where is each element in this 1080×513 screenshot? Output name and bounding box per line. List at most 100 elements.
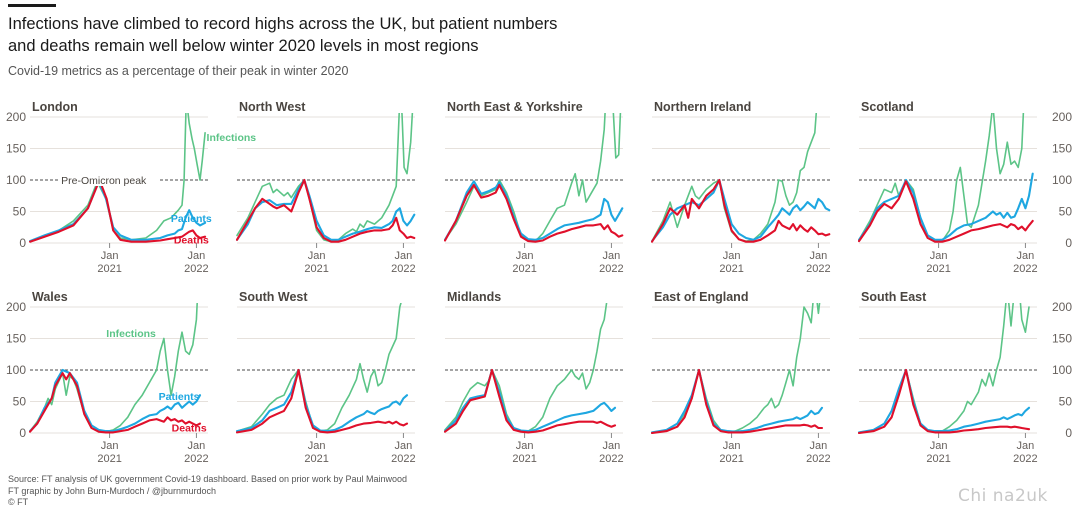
- series-line-infections: [858, 113, 1025, 243]
- series-line-infections: [651, 303, 821, 434]
- x-tick-label: 2022: [184, 453, 208, 465]
- watermark: Chi na2uk: [958, 486, 1048, 506]
- x-tick-label: 2021: [926, 263, 950, 275]
- x-tick-label: 2021: [97, 263, 121, 275]
- series-group: [29, 303, 202, 434]
- y-tick-label: 0: [1065, 426, 1072, 440]
- series-line-infections: [236, 113, 414, 243]
- region-title: South West: [239, 290, 308, 304]
- panel-wales: Jan2021Jan2022WalesInfectionsPatientsDea…: [6, 290, 209, 465]
- x-tick-label: Jan: [723, 250, 741, 262]
- chart-title-line-2: and deaths remain well below winter 2020…: [8, 37, 479, 55]
- region-title: Scotland: [861, 100, 914, 114]
- y-tick-label: 50: [13, 205, 27, 219]
- x-tick-label: Jan: [308, 440, 326, 452]
- region-title: East of England: [654, 290, 748, 304]
- series-line-deaths: [444, 368, 617, 434]
- x-tick-label: Jan: [930, 250, 948, 262]
- y-tick-label: 150: [6, 332, 26, 346]
- series-line-patients: [858, 368, 1031, 434]
- x-tick-label: 2022: [1013, 453, 1037, 465]
- series-label-infections: Infections: [106, 328, 156, 340]
- series-line-deaths: [858, 368, 1031, 434]
- series-line-patients: [236, 368, 409, 433]
- y-tick-label: 100: [1052, 363, 1072, 377]
- chart-title-line-1: Infections have climbed to record highs …: [8, 15, 558, 33]
- series-line-deaths: [651, 178, 831, 243]
- x-tick-label: 2022: [806, 453, 830, 465]
- region-title: North West: [239, 100, 306, 114]
- series-line-deaths: [858, 180, 1034, 243]
- series-group: [858, 113, 1034, 243]
- series-line-infections: [444, 303, 608, 433]
- y-tick-label: 150: [1052, 332, 1072, 346]
- x-tick-label: 2022: [806, 263, 830, 275]
- x-tick-label: 2021: [719, 453, 743, 465]
- x-tick-label: 2022: [1013, 263, 1037, 275]
- series-label-patients: Patients: [171, 213, 212, 225]
- region-title: North East & Yorkshire: [447, 100, 583, 114]
- x-tick-label: Jan: [101, 440, 119, 452]
- x-tick-label: Jan: [603, 440, 621, 452]
- x-tick-label: 2022: [391, 453, 415, 465]
- y-tick-label: 150: [6, 142, 26, 156]
- series-line-infections: [651, 113, 818, 242]
- x-tick-label: 2022: [599, 263, 623, 275]
- series-group: [236, 303, 409, 434]
- x-tick-label: Jan: [810, 250, 828, 262]
- y-tick-label: 100: [1052, 173, 1072, 187]
- series-line-patients: [29, 368, 202, 433]
- x-tick-label: 2021: [304, 453, 328, 465]
- y-tick-label: 50: [13, 395, 27, 409]
- x-tick-label: Jan: [395, 250, 413, 262]
- series-line-deaths: [651, 368, 824, 434]
- copyright: © FT: [8, 497, 29, 507]
- x-tick-label: Jan: [1017, 250, 1035, 262]
- chart-title: Infections have climbed to record highs …: [8, 13, 728, 57]
- chart-footer: Source: FT analysis of UK government Cov…: [8, 474, 407, 509]
- x-tick-label: Jan: [1017, 440, 1035, 452]
- x-tick-label: 2021: [719, 263, 743, 275]
- y-tick-label: 50: [1059, 395, 1073, 409]
- y-tick-label: 0: [19, 236, 26, 250]
- x-tick-label: Jan: [723, 440, 741, 452]
- series-line-deaths: [444, 183, 624, 243]
- series-line-patients: [651, 178, 831, 243]
- x-tick-label: 2021: [304, 263, 328, 275]
- x-tick-label: 2021: [926, 453, 950, 465]
- y-tick-label: 200: [6, 300, 26, 314]
- y-tick-label: 100: [6, 363, 26, 377]
- y-tick-label: 150: [1052, 142, 1072, 156]
- y-tick-label: 0: [1065, 236, 1072, 250]
- series-label-deaths: Deaths: [172, 423, 207, 435]
- x-tick-label: Jan: [395, 440, 413, 452]
- x-tick-label: Jan: [188, 250, 206, 262]
- series-line-patients: [858, 172, 1034, 241]
- x-tick-label: 2022: [599, 453, 623, 465]
- y-tick-label: 100: [6, 173, 26, 187]
- ft-title-rule: [8, 4, 56, 7]
- series-line-deaths: [236, 368, 409, 434]
- series-line-infections: [444, 113, 622, 242]
- series-line-deaths: [236, 178, 416, 243]
- series-group: [651, 303, 824, 434]
- y-tick-label: 200: [1052, 300, 1072, 314]
- series-group: [444, 303, 617, 434]
- series-line-infections: [236, 303, 402, 432]
- series-label-deaths: Deaths: [174, 235, 209, 247]
- x-tick-label: Jan: [308, 250, 326, 262]
- region-title: Northern Ireland: [654, 100, 751, 114]
- region-title: Wales: [32, 290, 68, 304]
- x-tick-label: Jan: [603, 250, 621, 262]
- region-title: London: [32, 100, 78, 114]
- series-group: [858, 303, 1031, 434]
- chart-subtitle: Covid-19 metrics as a percentage of thei…: [8, 64, 349, 78]
- x-tick-label: Jan: [516, 250, 534, 262]
- series-line-patients: [444, 368, 617, 433]
